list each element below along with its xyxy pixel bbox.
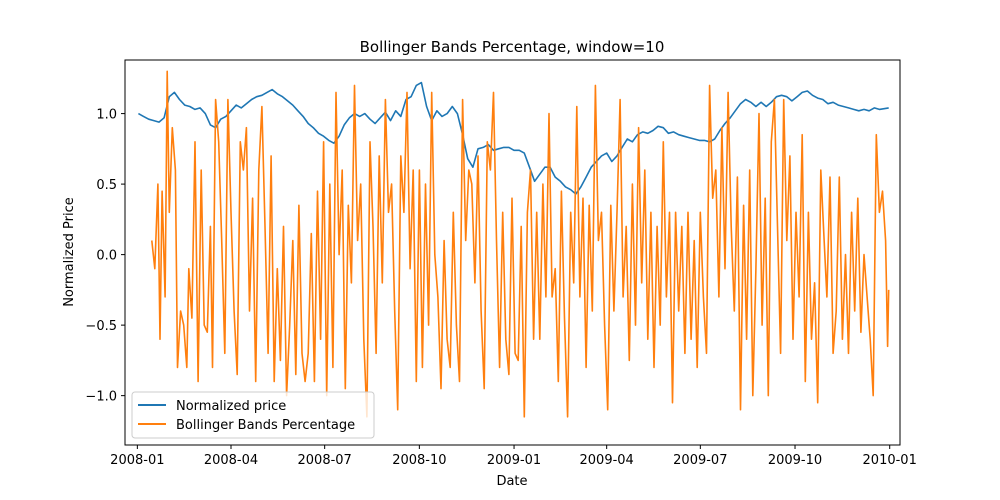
y-tick-label: −0.5 bbox=[85, 319, 117, 334]
x-axis: 2008-01 2008-04 2008-07 2008-10 2009-01 2009-… bbox=[110, 445, 917, 468]
series-line-1 bbox=[151, 70, 890, 418]
x-tick-label: 2008-01 bbox=[110, 453, 164, 468]
legend: Normalized price Bollinger Bands Percent… bbox=[131, 391, 375, 439]
legend-box bbox=[131, 391, 375, 439]
legend-label-bollinger: Bollinger Bands Percentage bbox=[176, 418, 355, 433]
y-tick-label: 0.0 bbox=[96, 249, 117, 264]
x-tick-label: 2009-04 bbox=[580, 453, 634, 468]
x-tick-label: 2009-07 bbox=[673, 453, 727, 468]
y-tick-label: 0.5 bbox=[96, 178, 117, 193]
y-axis-label: Normalized Price bbox=[62, 197, 77, 307]
x-tick-label: 2010-01 bbox=[863, 453, 917, 468]
x-tick-label: 2009-10 bbox=[768, 453, 822, 468]
x-tick-label: 2009-01 bbox=[487, 453, 541, 468]
y-axis: −1.0 −0.5 0.0 0.5 1.0 bbox=[85, 108, 125, 405]
plot-lines bbox=[138, 70, 890, 418]
x-tick-label: 2008-07 bbox=[298, 453, 352, 468]
chart-title: Bollinger Bands Percentage, window=10 bbox=[360, 38, 665, 56]
x-axis-label: Date bbox=[496, 474, 527, 489]
series-line-0 bbox=[138, 81, 889, 195]
x-tick-label: 2008-10 bbox=[392, 453, 446, 468]
y-tick-label: −1.0 bbox=[85, 390, 117, 405]
x-tick-label: 2008-04 bbox=[204, 453, 258, 468]
y-tick-label: 1.0 bbox=[96, 108, 117, 123]
legend-label-normalized-price: Normalized price bbox=[176, 399, 286, 414]
plot-frame bbox=[124, 59, 901, 446]
